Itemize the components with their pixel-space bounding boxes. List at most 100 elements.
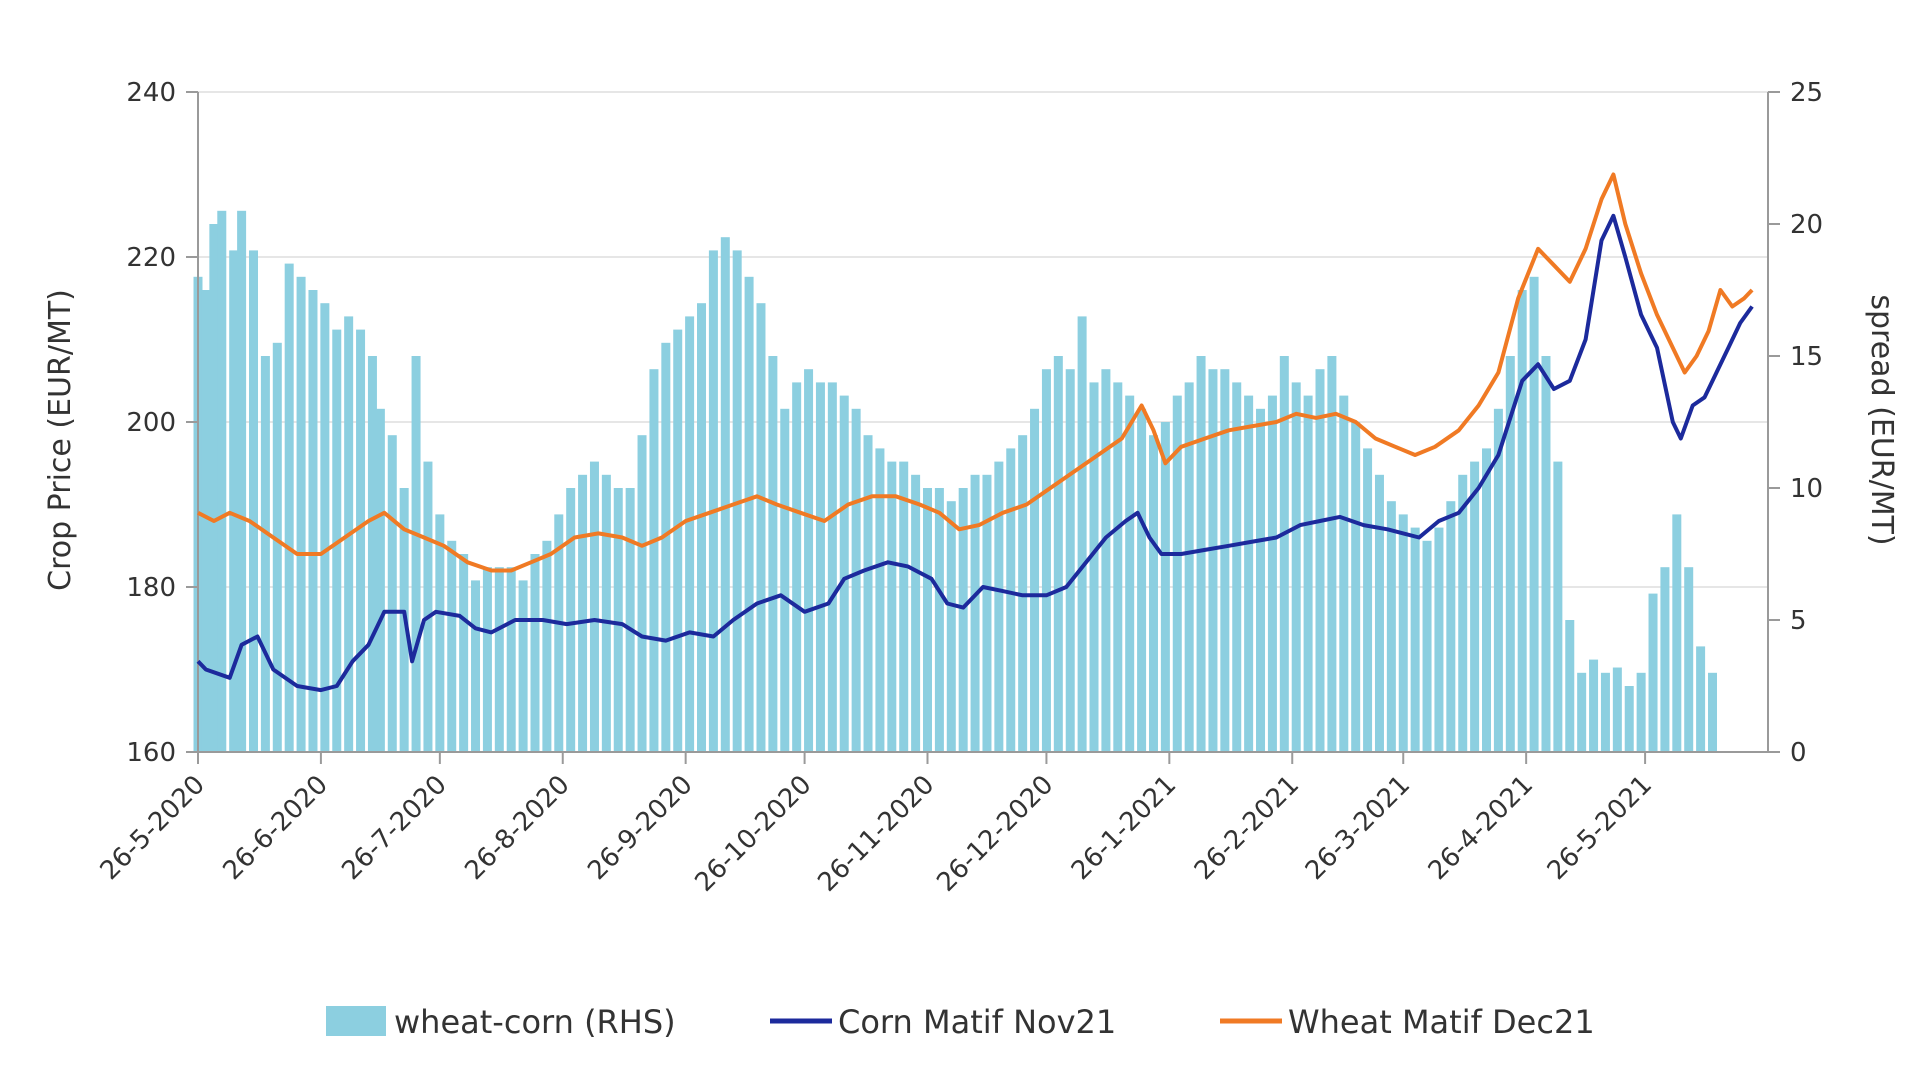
spread-bar xyxy=(1624,686,1634,752)
spread-bar xyxy=(217,210,227,753)
spread-bar xyxy=(1089,382,1099,752)
right-tick-label: 5 xyxy=(1790,606,1807,636)
left-tick-label: 240 xyxy=(126,78,176,108)
spread-bar xyxy=(994,461,1004,752)
spread-bar xyxy=(815,382,825,752)
spread-bar xyxy=(1482,448,1492,752)
spread-bar xyxy=(578,474,588,752)
left-tick-label: 180 xyxy=(126,573,176,603)
spread-bar xyxy=(1232,382,1242,752)
spread-bar xyxy=(1113,382,1123,752)
right-axis-title: spread (EUR/MT) xyxy=(1864,294,1899,545)
legend: wheat-corn (RHS) Corn Matif Nov21 Wheat … xyxy=(326,1003,1595,1041)
spread-bar xyxy=(471,580,481,752)
spread-bar xyxy=(506,567,516,752)
spread-bar xyxy=(1125,395,1135,752)
wheat-price-line xyxy=(197,172,1754,573)
bar-layer xyxy=(193,210,1717,753)
spread-bar xyxy=(1244,395,1254,752)
spread-bar xyxy=(1541,356,1551,752)
spread-bar xyxy=(375,408,385,752)
spread-bar xyxy=(1660,567,1670,752)
spread-bar xyxy=(260,356,270,752)
spread-bar xyxy=(744,276,754,752)
spread-bar xyxy=(1672,514,1682,752)
spread-bar xyxy=(1434,527,1444,752)
spread-bar xyxy=(1077,316,1087,752)
spread-bar xyxy=(792,382,802,752)
spread-bar xyxy=(1684,567,1694,752)
x-tick-label: 26-1-2021 xyxy=(1066,770,1182,886)
x-tick-label: 26-6-2020 xyxy=(217,770,333,886)
spread-bar xyxy=(237,210,247,753)
spread-bar xyxy=(1553,461,1563,752)
spread-bar xyxy=(1493,408,1503,752)
spread-bar xyxy=(367,356,377,752)
spread-bar xyxy=(625,488,635,752)
spread-bar xyxy=(756,303,766,752)
spread-bar xyxy=(518,580,528,752)
spread-bar xyxy=(899,461,909,752)
spread-bar xyxy=(827,382,837,752)
spread-bar xyxy=(958,488,968,752)
right-tick-label: 10 xyxy=(1790,474,1823,504)
spread-bar xyxy=(482,567,492,752)
spread-bar xyxy=(1363,448,1373,752)
legend-label-wheat-corn: wheat-corn (RHS) xyxy=(394,1003,676,1041)
x-tick-label: 26-11-2020 xyxy=(812,770,940,898)
left-tick-label: 200 xyxy=(126,408,176,438)
spread-bar xyxy=(1398,514,1408,752)
spread-bar xyxy=(308,290,318,752)
spread-bar xyxy=(566,488,576,752)
spread-bar xyxy=(1410,527,1420,752)
spread-bar xyxy=(423,461,433,752)
spread-bar xyxy=(1196,356,1206,752)
spread-bar xyxy=(1612,667,1622,752)
legend-label-wheat: Wheat Matif Dec21 xyxy=(1288,1003,1595,1041)
x-tick-label: 26-10-2020 xyxy=(689,770,817,898)
spread-bar xyxy=(613,488,623,752)
spread-bar xyxy=(1351,422,1361,752)
line-layer xyxy=(196,172,1754,693)
spread-bar xyxy=(1053,356,1063,752)
spread-bar xyxy=(1517,290,1527,752)
spread-bar xyxy=(982,474,992,752)
spread-bar xyxy=(708,250,718,752)
spread-bar xyxy=(1220,369,1230,752)
spread-bar xyxy=(209,224,219,752)
right-tick-label: 25 xyxy=(1790,78,1823,108)
spread-bar xyxy=(435,514,445,752)
spread-bar xyxy=(1279,356,1289,752)
x-tick-label: 26-8-2020 xyxy=(459,770,575,886)
spread-bar xyxy=(356,329,366,752)
left-tick-label: 160 xyxy=(126,738,176,768)
spread-bar xyxy=(387,435,397,752)
spread-bar xyxy=(946,501,956,752)
spread-bar xyxy=(1505,356,1515,752)
x-tick-label: 26-5-2020 xyxy=(95,770,211,886)
spread-bar xyxy=(1101,369,1111,752)
right-tick-label: 20 xyxy=(1790,210,1823,240)
spread-bar xyxy=(249,250,259,752)
spread-bar xyxy=(1529,276,1539,752)
spread-bar xyxy=(1636,672,1646,752)
spread-bar xyxy=(1267,395,1277,752)
spread-bar xyxy=(637,435,647,752)
spread-bar xyxy=(296,276,306,752)
spread-bar xyxy=(447,540,457,752)
spread-bar xyxy=(1172,395,1182,752)
spread-bar xyxy=(459,554,469,752)
spread-bar xyxy=(661,342,671,752)
spread-bar xyxy=(911,474,921,752)
spread-bar xyxy=(1600,672,1610,752)
x-tick-label: 26-4-2021 xyxy=(1423,770,1539,886)
spread-bar xyxy=(284,263,294,752)
spread-bar xyxy=(589,461,599,752)
spread-bar xyxy=(530,554,540,752)
spread-bar xyxy=(542,540,552,752)
spread-bar xyxy=(720,237,730,752)
spread-bar xyxy=(1208,369,1218,752)
spread-bar xyxy=(601,474,611,752)
spread-bar xyxy=(1006,448,1016,752)
spread-bar xyxy=(1707,672,1717,752)
